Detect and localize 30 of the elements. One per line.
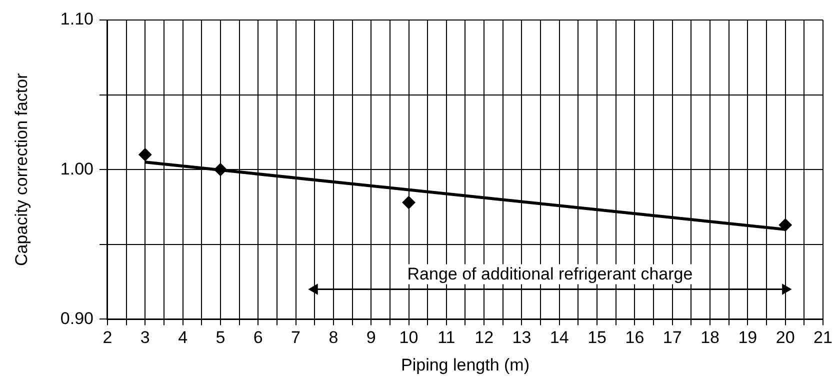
x-tick-label: 3 — [140, 328, 150, 348]
y-tick-label: 1.10 — [60, 10, 94, 29]
x-tick-label: 16 — [625, 328, 644, 348]
y-tick-label: 0.90 — [60, 308, 94, 328]
x-tick-label: 19 — [738, 328, 758, 348]
x-tick-label: 14 — [550, 328, 569, 348]
x-tick-label: 12 — [474, 328, 494, 348]
x-tick-label: 11 — [438, 328, 456, 348]
x-tick-label: 5 — [216, 328, 226, 348]
point — [778, 218, 792, 232]
point — [214, 163, 227, 176]
x-tick-label: 7 — [291, 328, 301, 348]
x-tick-label: 21 — [814, 328, 832, 348]
x-tick-label: 10 — [399, 328, 418, 348]
y-axis-title: Capacity correction factor — [12, 72, 31, 266]
x-tick-label: 15 — [588, 328, 607, 348]
x-tick-label: 2 — [102, 328, 112, 348]
x-tick-label: 20 — [776, 328, 795, 348]
point — [138, 148, 152, 162]
x-tick-label: 18 — [700, 328, 720, 348]
annotation: Range of additional refrigerant charge — [407, 264, 693, 284]
x-axis-title: Piping length (m) — [400, 355, 530, 374]
x-tick-label: 4 — [178, 328, 188, 348]
x-tick-label: 8 — [328, 328, 338, 348]
x-tick-label: 9 — [366, 328, 376, 348]
x-tick-label: 13 — [512, 328, 532, 348]
point — [402, 196, 416, 210]
x-tick-label: 17 — [662, 328, 682, 348]
x-tick-label: 6 — [253, 328, 263, 348]
y-tick-label: 1.00 — [60, 159, 94, 178]
